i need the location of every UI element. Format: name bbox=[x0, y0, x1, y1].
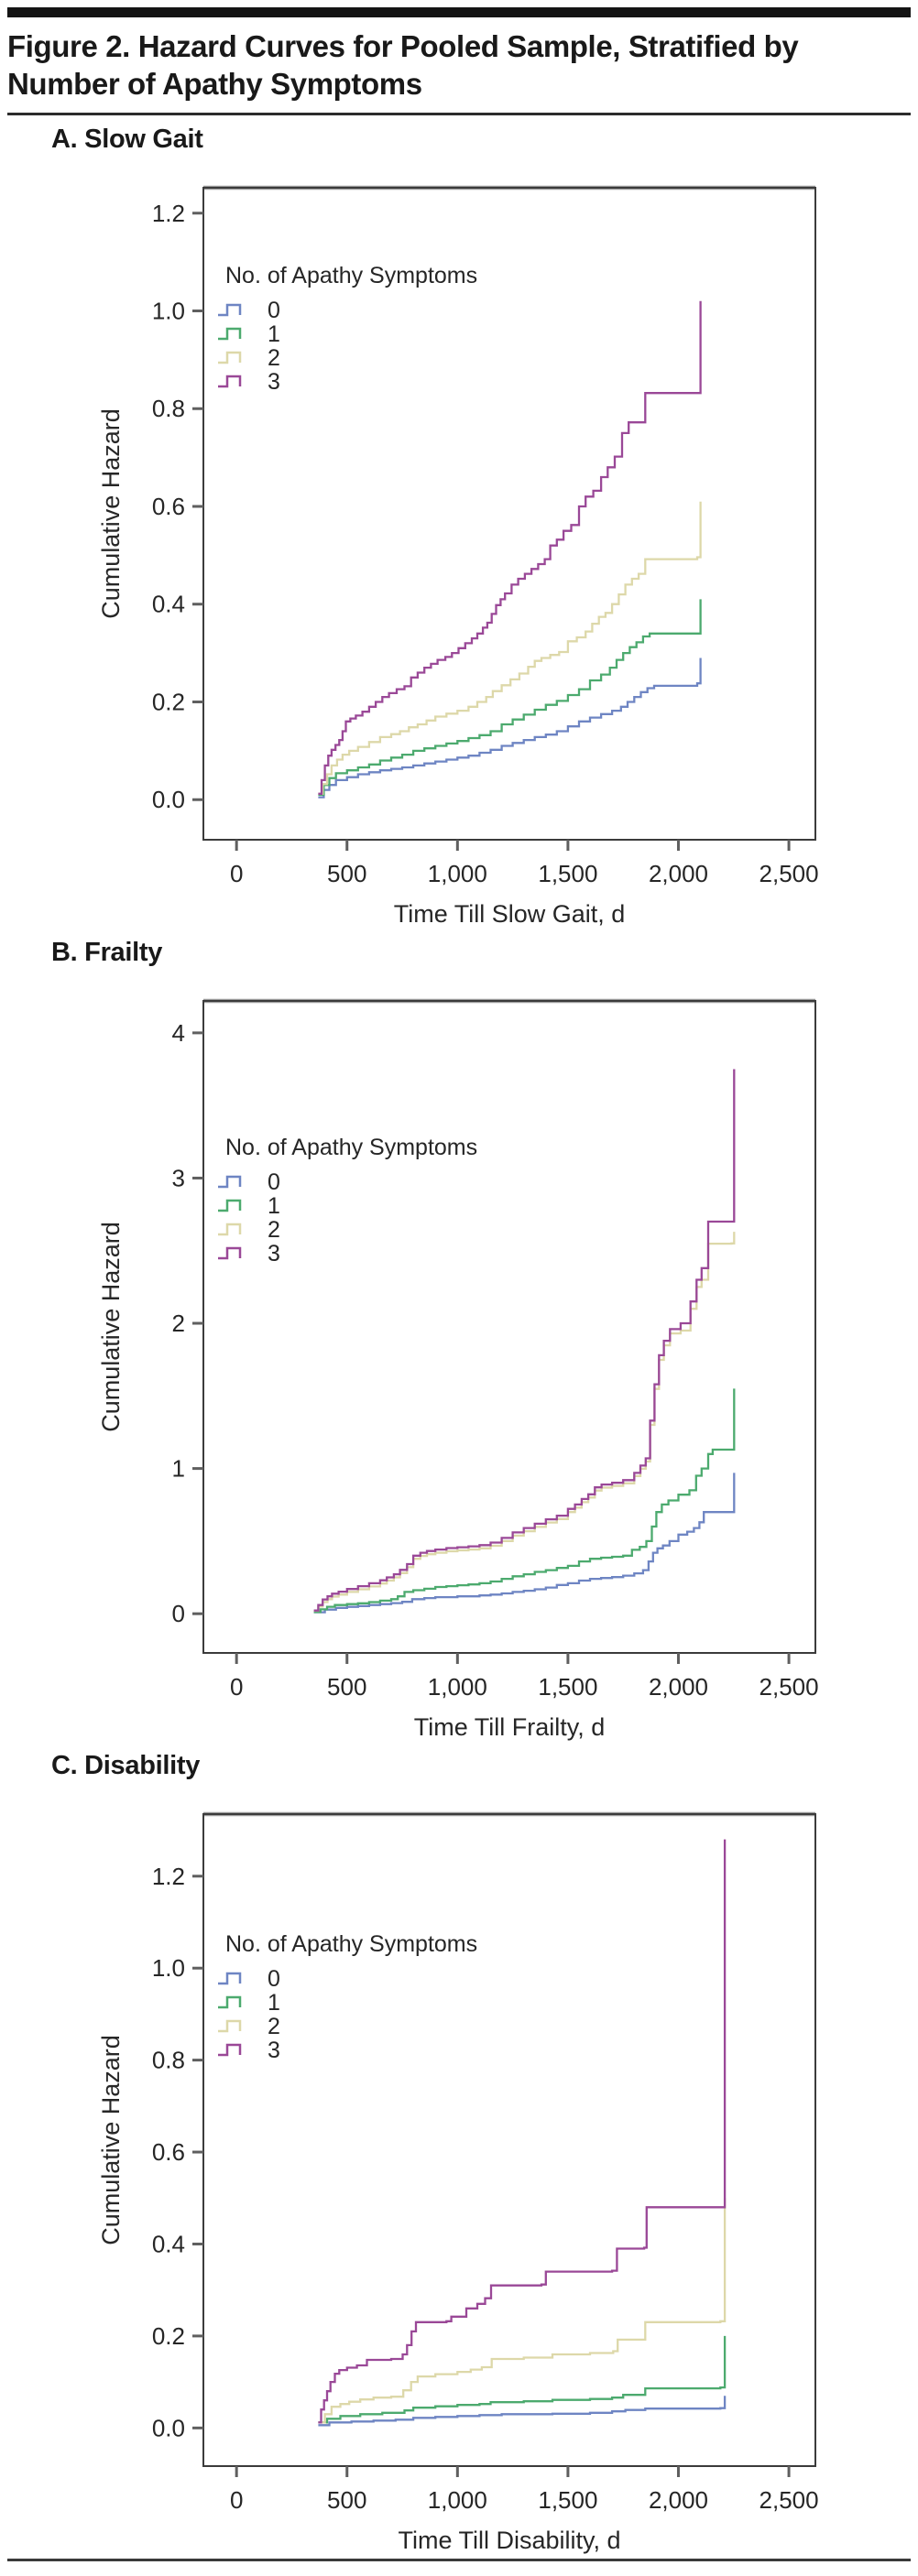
title-divider bbox=[7, 112, 911, 115]
y-tick-label: 4 bbox=[172, 1019, 185, 1047]
x-tick-label: 1,500 bbox=[538, 2486, 597, 2514]
y-tick-label: 1.2 bbox=[152, 1863, 185, 1890]
y-tick-label: 0.6 bbox=[152, 493, 185, 520]
x-tick-label: 2,000 bbox=[649, 1673, 708, 1701]
legend-key-step-icon-1 bbox=[218, 327, 242, 341]
bottom-divider bbox=[7, 2558, 911, 2561]
panel-slow-gait: A. Slow Gait 0.0 0.2 0.4 0.6 0.8 1.0 1.2 0 500 1,… bbox=[0, 125, 918, 929]
plot-frame bbox=[202, 186, 816, 841]
y-tick-label: 0.8 bbox=[152, 395, 185, 422]
x-tick-label: 1,000 bbox=[428, 860, 487, 887]
legend-label-2: 2 bbox=[268, 1217, 280, 1243]
hazard-curve-2-symptoms bbox=[313, 1231, 736, 1612]
y-axis-title: Cumulative Hazard bbox=[97, 408, 125, 619]
panel-frailty: B. Frailty 0 1 2 3 4 0 500 1,000 1,500 2,000 2,500… bbox=[0, 938, 918, 1742]
slow-gait-hazard-chart: 0.0 0.2 0.4 0.6 0.8 1.0 1.2 0 500 1,000 1,500 2,000… bbox=[97, 185, 819, 928]
y-tick-label: 0 bbox=[172, 1600, 185, 1627]
y-axis-title: Cumulative Hazard bbox=[97, 2035, 125, 2245]
y-tick-label: 0.4 bbox=[152, 2230, 185, 2257]
y-tick-label: 0.0 bbox=[152, 2414, 185, 2441]
y-tick-label: 3 bbox=[172, 1164, 185, 1191]
legend-label-2: 2 bbox=[268, 2014, 280, 2039]
y-tick-label: 0.2 bbox=[152, 2322, 185, 2350]
y-tick-label: 1 bbox=[172, 1454, 185, 1482]
x-tick-label: 0 bbox=[230, 2486, 243, 2514]
y-tick-label: 1.2 bbox=[152, 200, 185, 227]
panel-heading-c: C. Disability bbox=[51, 1750, 201, 1780]
x-tick-label: 0 bbox=[230, 1673, 243, 1701]
x-tick-label: 1,000 bbox=[428, 2486, 487, 2514]
hazard-curve-3-symptoms bbox=[318, 300, 702, 795]
disability-hazard-chart: 0.0 0.2 0.4 0.6 0.8 1.0 1.2 0 500 1,000 1,500 2,000… bbox=[97, 1811, 819, 2554]
y-axis-title: Cumulative Hazard bbox=[97, 1222, 125, 1432]
plot-frame bbox=[202, 1812, 816, 2467]
plot-frame bbox=[202, 999, 816, 1654]
hazard-curve-3-symptoms bbox=[318, 1839, 727, 2424]
x-tick-label: 2,500 bbox=[760, 860, 819, 887]
x-tick-label: 500 bbox=[327, 2486, 366, 2514]
x-tick-label: 1,500 bbox=[538, 1673, 597, 1701]
y-tick-label: 0.8 bbox=[152, 2046, 185, 2073]
panel-heading-b: B. Frailty bbox=[51, 937, 163, 967]
y-tick-label: 2 bbox=[172, 1310, 185, 1337]
legend-label-1: 1 bbox=[268, 1193, 280, 1219]
legend-label-2: 2 bbox=[268, 345, 280, 371]
figure-page: Figure 2. Hazard Curves for Pooled Sampl… bbox=[0, 7, 918, 2561]
hazard-curve-2-symptoms bbox=[318, 2198, 727, 2424]
hazard-curve-3-symptoms bbox=[313, 1069, 736, 1612]
legend-key-step-icon-2 bbox=[218, 351, 242, 364]
legend-key-step-icon-3 bbox=[218, 1246, 242, 1260]
hazard-curve-0-symptoms bbox=[318, 2396, 727, 2427]
legend-label-3: 3 bbox=[268, 2038, 280, 2063]
legend-key-step-icon-0 bbox=[218, 303, 242, 317]
legend-key-step-icon-2 bbox=[218, 2019, 242, 2033]
legend-key-step-icon-3 bbox=[218, 375, 242, 388]
legend-label-0: 0 bbox=[268, 1169, 280, 1195]
hazard-curve-2-symptoms bbox=[318, 501, 702, 795]
x-tick-label: 0 bbox=[230, 860, 243, 887]
top-rule-bar bbox=[7, 7, 911, 17]
x-tick-label: 1,000 bbox=[428, 1673, 487, 1701]
x-tick-label: 500 bbox=[327, 1673, 366, 1701]
x-tick-label: 2,000 bbox=[649, 2486, 708, 2514]
legend-label-1: 1 bbox=[268, 321, 280, 347]
hazard-curve-1-symptoms bbox=[318, 2335, 727, 2424]
hazard-curve-0-symptoms bbox=[313, 1473, 736, 1614]
x-tick-label: 2,500 bbox=[760, 2486, 819, 2514]
x-tick-label: 1,500 bbox=[538, 860, 597, 887]
legend-title: No. of Apathy Symptoms bbox=[225, 1135, 477, 1160]
x-tick-label: 500 bbox=[327, 860, 366, 887]
x-tick-label: 2,500 bbox=[760, 1673, 819, 1701]
legend-label-3: 3 bbox=[268, 369, 280, 395]
legend-key-step-icon-1 bbox=[218, 1199, 242, 1212]
legend-key-step-icon-1 bbox=[218, 1995, 242, 2009]
y-tick-label: 0.6 bbox=[152, 2138, 185, 2166]
legend-label-3: 3 bbox=[268, 1241, 280, 1266]
x-axis-title: Time Till Slow Gait, d bbox=[394, 900, 626, 928]
legend-label-0: 0 bbox=[268, 298, 280, 323]
hazard-curve-1-symptoms bbox=[313, 1388, 736, 1614]
legend-key-step-icon-0 bbox=[218, 1175, 242, 1189]
legend-label-1: 1 bbox=[268, 1990, 280, 2016]
y-tick-label: 1.0 bbox=[152, 297, 185, 324]
panel-disability: C. Disability 0.0 0.2 0.4 0.6 0.8 1.0 1.2 0 500 1… bbox=[0, 1751, 918, 2555]
legend-key-step-icon-3 bbox=[218, 2043, 242, 2057]
y-tick-label: 0.4 bbox=[152, 591, 185, 618]
panel-heading-a: A. Slow Gait bbox=[51, 124, 203, 154]
x-axis-title: Time Till Frailty, d bbox=[414, 1713, 606, 1741]
figure-title: Figure 2. Hazard Curves for Pooled Sampl… bbox=[7, 29, 799, 101]
y-tick-label: 1.0 bbox=[152, 1954, 185, 1982]
x-axis-title: Time Till Disability, d bbox=[398, 2527, 620, 2554]
hazard-curve-1-symptoms bbox=[318, 599, 702, 796]
legend-title: No. of Apathy Symptoms bbox=[225, 1931, 477, 1957]
legend-key-step-icon-2 bbox=[218, 1223, 242, 1236]
legend-key-step-icon-0 bbox=[218, 1972, 242, 1985]
legend-label-0: 0 bbox=[268, 1966, 280, 1992]
hazard-curve-0-symptoms bbox=[318, 658, 702, 799]
y-tick-label: 0.0 bbox=[152, 786, 185, 813]
y-tick-label: 0.2 bbox=[152, 688, 185, 715]
legend-title: No. of Apathy Symptoms bbox=[225, 263, 477, 288]
x-tick-label: 2,000 bbox=[649, 860, 708, 887]
